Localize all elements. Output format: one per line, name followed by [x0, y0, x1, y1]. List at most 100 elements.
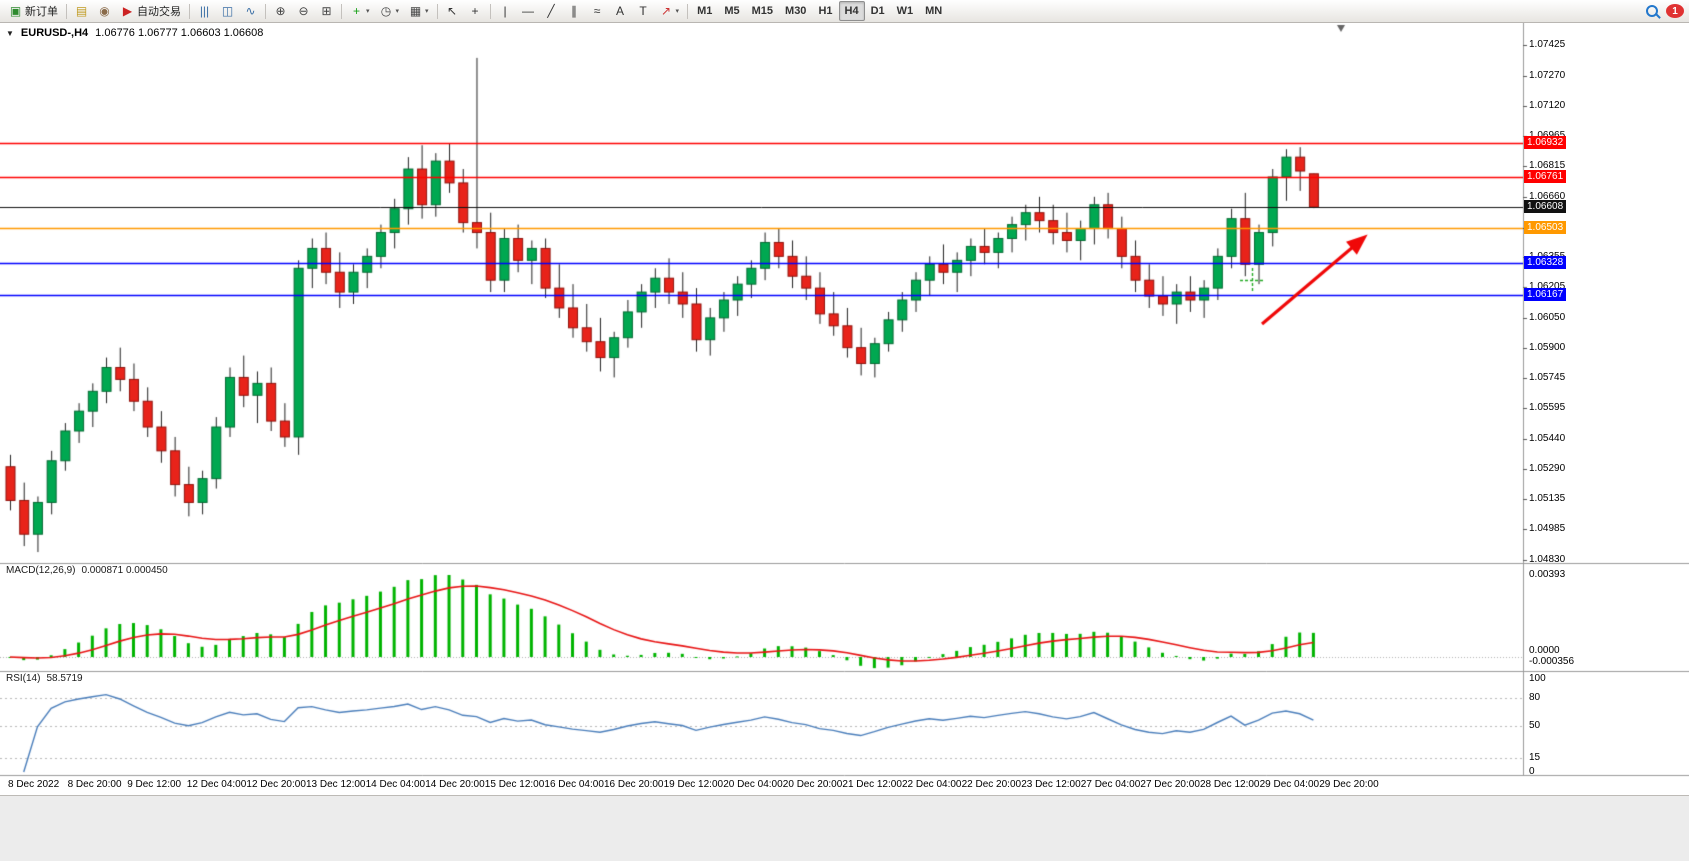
profiles-button[interactable]: ▤ [70, 0, 93, 22]
time-axis-label: 16 Dec 20:00 [604, 779, 664, 790]
autotrading-button[interactable]: ▶ 自动交易 [116, 0, 186, 22]
label-button[interactable]: T [632, 0, 655, 22]
time-axis-label: 29 Dec 20:00 [1319, 779, 1379, 790]
price-tick-label: 1.07270 [1529, 69, 1566, 81]
timeframe-button-h4[interactable]: H4 [838, 1, 865, 21]
toolbar-separator [265, 3, 266, 19]
price-tick-label: 1.05290 [1529, 462, 1566, 474]
vertical-line-button[interactable]: | [494, 0, 517, 22]
rsi-axis-label: 0 [1529, 766, 1535, 777]
price-tick-label: 1.06815 [1529, 160, 1566, 172]
toolbar-separator [687, 3, 689, 19]
price-tick-label: 1.05745 [1529, 372, 1566, 384]
price-tick-label: 1.05440 [1529, 432, 1566, 444]
rsi-axis-label: 50 [1529, 719, 1541, 731]
timeframe-button-m15[interactable]: M15 [751, 5, 774, 17]
rsi-axis-label: 15 [1529, 752, 1541, 764]
rsi-axis-label: 80 [1529, 691, 1541, 703]
rsi-value: 58.5719 [46, 673, 83, 684]
line-chart-button[interactable]: ∿ [239, 0, 262, 22]
dropdown-caret-icon[interactable]: ▾ [395, 8, 400, 15]
zoom-out-button[interactable]: ⊖ [292, 0, 315, 22]
toolbar-separator [66, 3, 67, 19]
indicators-button[interactable]: + ▾ [345, 0, 375, 22]
time-axis-label: 13 Dec 12:00 [306, 779, 366, 790]
label-icon: T [639, 4, 647, 18]
toolbar-separator [436, 3, 438, 19]
timeframe-button-h1[interactable]: H1 [818, 5, 833, 17]
price-tick-label: 1.06660 [1529, 190, 1566, 202]
timeframe-button-m1[interactable]: M1 [697, 5, 713, 17]
timeframe-button-mn[interactable]: MN [925, 5, 943, 17]
time-axis-label: 20 Dec 04:00 [723, 779, 783, 790]
timeframe-button-w1[interactable]: W1 [896, 5, 914, 17]
timeframe-button-d1[interactable]: D1 [870, 5, 885, 17]
tile-windows-icon: ⊞ [321, 4, 332, 18]
channel-button[interactable]: ∥ [563, 0, 586, 22]
horizontal-line-icon: — [522, 4, 535, 18]
price-tick-label: 1.07425 [1529, 39, 1566, 50]
time-axis-label: 29 Dec 04:00 [1259, 779, 1320, 790]
time-axis-label: 16 Dec 04:00 [544, 779, 604, 790]
macd-label: MACD(12,26,9) 0.000871 0.000450 [6, 565, 168, 576]
arrows-button[interactable]: ↗ ▾ [655, 0, 685, 22]
new-order-button-label: 新订单 [25, 6, 58, 18]
macd-axis-label: 0.0000 [1529, 645, 1560, 656]
tile-windows-button[interactable]: ⊞ [315, 0, 338, 22]
cursor-button[interactable]: ↖ [441, 0, 464, 22]
candle-chart-button[interactable]: ◫ [216, 0, 239, 22]
zoom-in-icon: ⊕ [275, 4, 286, 18]
time-axis-label: 12 Dec 04:00 [186, 779, 247, 790]
timeframe-button-m5[interactable]: M5 [724, 5, 740, 17]
time-axis-label: 27 Dec 04:00 [1080, 779, 1141, 790]
search-icon[interactable] [1646, 5, 1658, 17]
horizontal-line-button[interactable]: — [517, 0, 540, 22]
macd-name: MACD(12,26,9) [6, 565, 76, 576]
symbol-timeframe-label: EURUSD-,H4 [20, 27, 89, 39]
fibonacci-button[interactable]: ≈ [586, 0, 609, 22]
new-order-button[interactable]: ▣ 新订单 [4, 0, 63, 22]
time-axis-label: 15 Dec 12:00 [484, 779, 545, 790]
dropdown-caret-icon[interactable]: ▾ [366, 8, 370, 15]
periods-button[interactable]: ◷ ▾ [375, 0, 405, 22]
crosshair-button[interactable]: + [464, 0, 487, 22]
dropdown-caret-icon[interactable]: ▾ [675, 8, 680, 15]
trendline-icon: ╱ [547, 4, 555, 18]
chart-canvas[interactable] [0, 23, 1689, 795]
price-level-label: 1.06608 [1524, 200, 1567, 214]
dropdown-caret-icon[interactable]: ▾ [425, 8, 429, 15]
templates-button[interactable]: ▦ ▾ [404, 0, 434, 22]
text-button[interactable]: A [609, 0, 632, 22]
chart-collapse-icon[interactable]: ▼ [6, 28, 14, 38]
chart-area: ▼ EURUSD-,H4 1.06776 1.06777 1.06603 1.0… [0, 23, 1689, 795]
price-level-label: 1.06167 [1524, 287, 1567, 301]
rsi-axis-label: 100 [1529, 673, 1546, 684]
price-level-label: 1.06328 [1524, 255, 1567, 269]
profiles-icon: ▤ [75, 4, 88, 18]
trendline-button[interactable]: ╱ [540, 0, 563, 22]
macd-values: 0.000871 0.000450 [81, 565, 168, 576]
time-axis-label: 22 Dec 04:00 [902, 779, 962, 790]
price-level-label: 1.06503 [1524, 220, 1567, 234]
time-axis-label: 19 Dec 12:00 [663, 779, 724, 790]
time-axis-label: 27 Dec 20:00 [1140, 779, 1200, 790]
crosshair-icon: + [471, 4, 479, 18]
price-level-label: 1.06932 [1524, 135, 1567, 149]
price-tick-label: 1.05900 [1529, 341, 1566, 353]
timeframe-button-m30[interactable]: M30 [785, 5, 807, 17]
main-toolbar: ▣ 新订单 ▤ ◉ ▶ 自动交易 ||| ◫ ∿ ⊕ ⊖ ⊞ + ▾ ◷ ▾ ▦ ▾ ↖ + | — ╱ ∥ ≈ A T ↗ ▾ M1 M5… [0, 0, 1689, 23]
price-tick-label: 1.05595 [1529, 402, 1566, 414]
chart-title: ▼ EURUSD-,H4 1.06776 1.06777 1.06603 1.0… [6, 27, 263, 39]
fibonacci-icon: ≈ [593, 4, 601, 18]
window-bottom-area [0, 795, 1689, 861]
bar-chart-button[interactable]: ||| [193, 0, 216, 22]
notification-badge[interactable]: 1 [1666, 4, 1684, 18]
time-axis-label: 12 Dec 20:00 [246, 779, 306, 790]
time-axis-label: 8 Dec 2022 [8, 779, 60, 790]
macd-axis-label: 0.00393 [1529, 569, 1566, 580]
time-axis-label: 28 Dec 12:00 [1200, 779, 1260, 790]
community-button[interactable]: ◉ [93, 0, 116, 22]
macd-axis-label: -0.000356 [1529, 656, 1575, 667]
zoom-in-button[interactable]: ⊕ [269, 0, 292, 22]
